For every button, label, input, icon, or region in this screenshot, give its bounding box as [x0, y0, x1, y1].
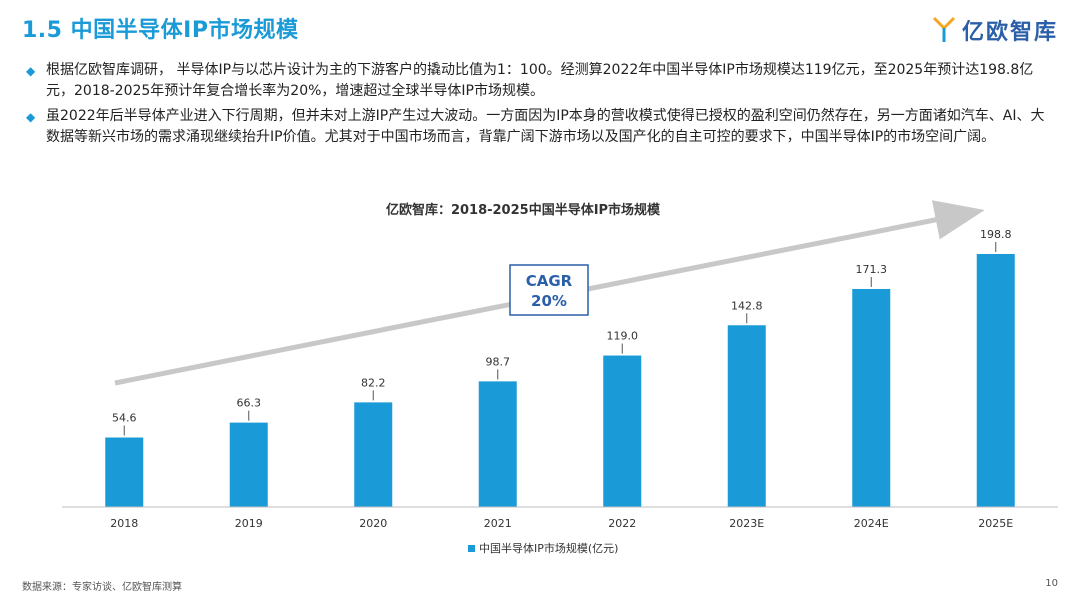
data-label: 66.3 [237, 397, 262, 410]
cagr-label: CAGR [526, 272, 573, 290]
data-label: 54.6 [112, 412, 137, 425]
x-tick-label: 2023E [729, 517, 764, 530]
data-label: 198.8 [980, 228, 1012, 241]
x-tick-label: 2025E [978, 517, 1013, 530]
bullet-text: 虽2022年后半导体产业进入下行周期，但并未对上游IP产生过大波动。一方面因为I… [46, 108, 1045, 145]
page-number: 10 [1045, 578, 1058, 589]
x-tick-label: 2018 [110, 517, 138, 530]
legend-swatch [468, 545, 475, 552]
cagr-annotation: CAGR 20% [509, 264, 589, 316]
logo-icon [932, 16, 956, 42]
data-label: 142.8 [731, 299, 763, 312]
bullet-item: ◆ 虽2022年后半导体产业进入下行周期，但并未对上游IP产生过大波动。一方面因… [26, 106, 1056, 148]
page-title: 1.5 中国半导体IP市场规模 [22, 18, 299, 43]
bar-series: 54.6 66.3 82.2 98.7 119.0 142.8 171.3 198.8 [105, 228, 1015, 507]
bar [603, 355, 642, 507]
bar [354, 402, 393, 507]
x-tick-label: 2021 [484, 517, 512, 530]
bar [229, 422, 268, 507]
source-note: 数据来源：专家访谈、亿欧智库测算 [22, 582, 182, 593]
bullet-list: ◆ 根据亿欧智库调研， 半导体IP与以芯片设计为主的下游客户的撬动比值为1：10… [26, 60, 1056, 152]
x-tick-labels: 2018 2019 2020 2021 2022 2023E 2024E 2025E [110, 517, 1013, 530]
bar-chart: 亿欧智库：2018-2025中国半导体IP市场规模 CAGR 20% 54.6 6… [62, 200, 1058, 555]
x-tick-label: 2020 [359, 517, 387, 530]
cagr-box [509, 264, 589, 316]
bar [976, 253, 1015, 507]
x-tick-label: 2024E [854, 517, 889, 530]
data-label: 82.2 [361, 376, 386, 389]
data-label: 171.3 [856, 263, 888, 276]
legend-label: 中国半导体IP市场规模(亿元) [479, 541, 618, 555]
bar [852, 288, 891, 507]
chart-title: 亿欧智库：2018-2025中国半导体IP市场规模 [386, 202, 661, 218]
legend: 中国半导体IP市场规模(亿元) [468, 541, 618, 555]
bar [478, 381, 517, 507]
cagr-value: 20% [531, 292, 567, 310]
x-tick-label: 2022 [608, 517, 636, 530]
diamond-bullet-icon: ◆ [26, 110, 36, 124]
bar [105, 437, 144, 507]
data-label: 98.7 [486, 355, 511, 368]
x-tick-label: 2019 [235, 517, 263, 530]
bullet-text: 根据亿欧智库调研， 半导体IP与以芯片设计为主的下游客户的撬动比值为1：100。… [46, 62, 1034, 99]
bullet-item: ◆ 根据亿欧智库调研， 半导体IP与以芯片设计为主的下游客户的撬动比值为1：10… [26, 60, 1056, 102]
diamond-bullet-icon: ◆ [26, 64, 36, 78]
logo: 亿欧智库 [932, 14, 1058, 46]
logo-text: 亿欧智库 [961, 20, 1058, 45]
data-label: 119.0 [607, 330, 639, 343]
bar [727, 325, 766, 507]
